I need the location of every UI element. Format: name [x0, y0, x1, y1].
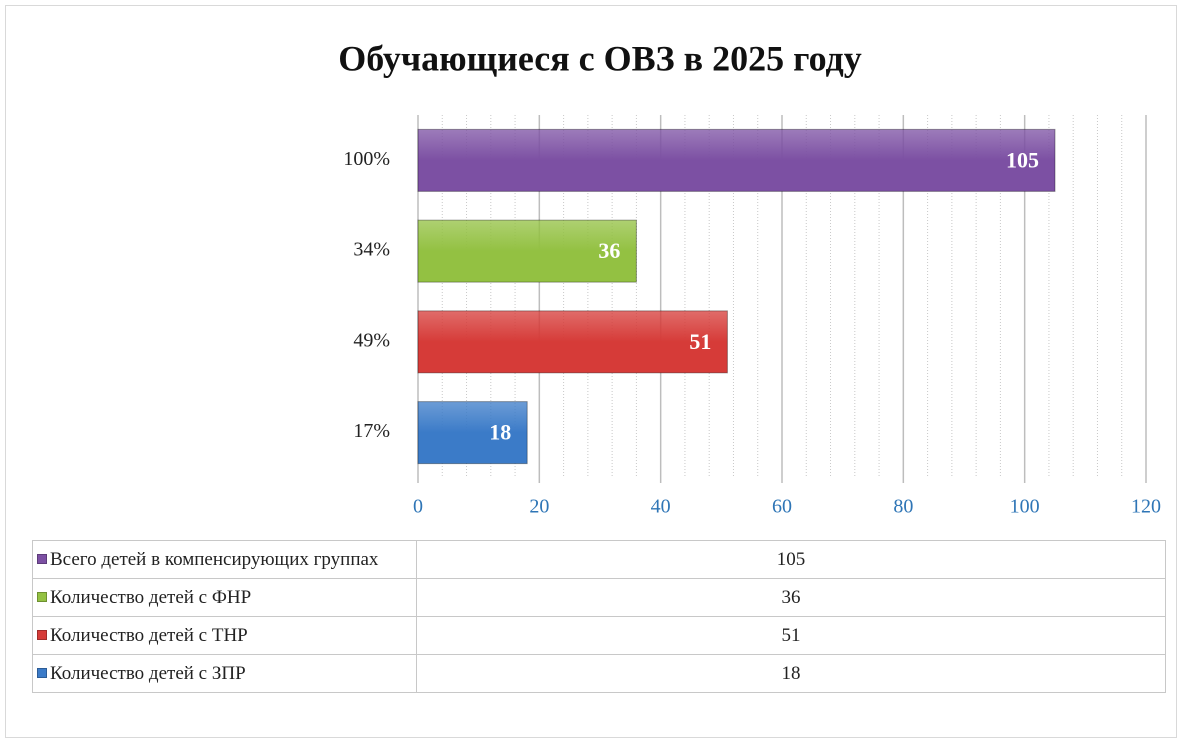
bar — [417, 401, 528, 465]
legend-cell: Всего детей в компенсирующих группах — [32, 540, 417, 579]
table-value: 105 — [416, 540, 1166, 579]
table-row: Количество детей с ФНР 36 — [32, 578, 1166, 617]
y-tick-label: 34% — [353, 239, 390, 261]
legend-label: Количество детей с ФНР — [50, 586, 252, 608]
data-table: Всего детей в компенсирующих группах 105 К… — [32, 540, 1166, 693]
legend-cell: Количество детей с ЗПР — [32, 654, 417, 693]
table-row: Всего детей в компенсирующих группах 105 — [32, 540, 1166, 579]
x-tick-label: 100 — [1010, 496, 1040, 518]
data-label: 36 — [598, 238, 620, 263]
legend-label: Всего детей в компенсирующих группах — [50, 548, 379, 570]
table-row: Количество детей с ТНР 51 — [32, 616, 1166, 655]
legend-cell: Количество детей с ТНР — [32, 616, 417, 655]
data-label: 18 — [489, 420, 511, 445]
legend-key — [37, 667, 47, 678]
table-row: Количество детей с ЗПР 18 — [32, 654, 1166, 693]
legend-key — [37, 553, 47, 564]
x-tick-label: 120 — [1131, 496, 1161, 518]
y-tick-label: 49% — [353, 329, 390, 351]
x-tick-label: 60 — [772, 496, 792, 518]
table-value: 18 — [416, 654, 1166, 693]
bar — [417, 128, 1056, 192]
legend-label: Количество детей с ТНР — [50, 624, 248, 646]
x-tick-label: 80 — [893, 496, 913, 518]
data-label: 51 — [689, 329, 711, 354]
x-tick-label: 20 — [529, 496, 549, 518]
legend-label: Количество детей с ЗПР — [50, 662, 246, 684]
bar — [417, 219, 637, 283]
table-value: 36 — [416, 578, 1166, 617]
x-tick-label: 0 — [413, 496, 423, 518]
data-label: 105 — [1006, 147, 1039, 172]
legend-key — [37, 629, 47, 640]
x-tick-label: 40 — [651, 496, 671, 518]
table-value: 51 — [416, 616, 1166, 655]
chart-frame — [5, 5, 1177, 738]
legend-cell: Количество детей с ФНР — [32, 578, 417, 617]
legend-key — [37, 591, 47, 602]
y-tick-label: 100% — [343, 148, 390, 170]
y-tick-label: 17% — [353, 420, 390, 442]
bar — [417, 310, 728, 374]
chart-title: Обучающиеся с ОВЗ в 2025 году — [338, 38, 862, 78]
